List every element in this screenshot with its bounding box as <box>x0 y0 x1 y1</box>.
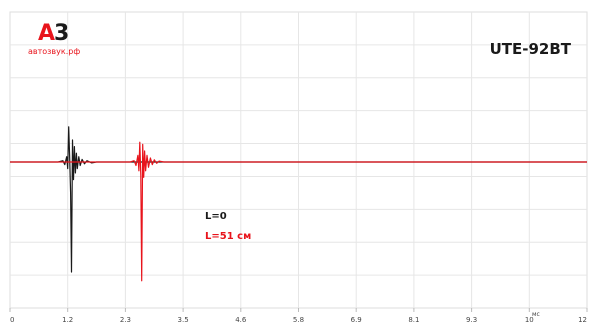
series-line-2 <box>10 141 587 282</box>
x-axis-unit-label: мс <box>532 311 540 318</box>
model-label: UTE-92BT <box>489 40 571 58</box>
x-tick-label: 4.6 <box>235 316 247 324</box>
x-tick-label: 0 <box>10 316 14 324</box>
x-axis-ticks: 0 1.2 2.3 3.5 4.6 5.8 6.9 8.1 9.3 10 12 мс <box>10 311 587 324</box>
x-tick-label: 6.9 <box>351 316 362 324</box>
x-tick-label: 9.3 <box>466 316 477 324</box>
brand-domain: автозвук.рф <box>28 47 81 56</box>
brand-mark-digit: 3 <box>54 21 69 46</box>
x-tick-label: 3.5 <box>178 316 189 324</box>
x-tick-label: 5.8 <box>293 316 304 324</box>
chart-grid <box>9 11 588 312</box>
annotation-black: L=0 <box>205 211 227 222</box>
x-tick-label: 10 <box>525 316 534 324</box>
chart-series <box>10 126 587 282</box>
brand-mark-letter: А <box>38 21 55 46</box>
brand-mark: А3 <box>38 21 69 46</box>
x-tick-label: 12 <box>578 316 587 324</box>
x-tick-label: 2.3 <box>120 316 131 324</box>
x-tick-label: 8.1 <box>408 316 419 324</box>
brand-logo: А3 автозвук.рф <box>28 21 98 65</box>
annotation-red: L=51 см <box>205 231 252 242</box>
x-tick-label: 1.2 <box>62 316 73 324</box>
series-line-1 <box>10 126 587 273</box>
